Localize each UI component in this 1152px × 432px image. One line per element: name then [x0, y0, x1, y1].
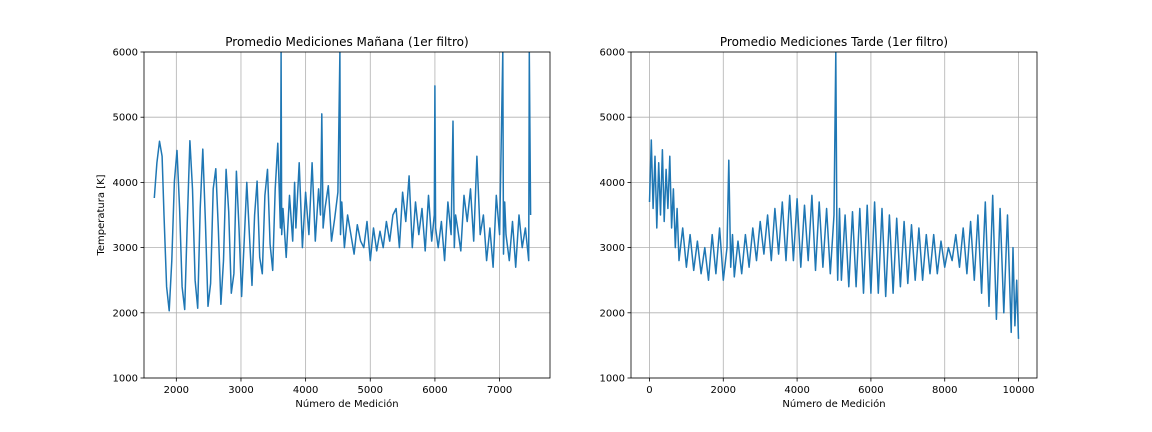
axes-frame — [630, 51, 1038, 379]
chart-tarde: 0 2000 4000 6000 8000 10000 1000 2000 3000 4000 50… — [600, 35, 1038, 410]
x-tick-label: 6000 — [422, 385, 447, 396]
x-axis-label: Número de Medición — [295, 398, 398, 410]
y-tick-label: 1000 — [113, 374, 138, 385]
y-tick-label: 4000 — [113, 178, 138, 189]
y-tick-label: 6000 — [600, 48, 625, 59]
y-tick-label: 3000 — [113, 243, 138, 254]
axes-frame — [143, 51, 551, 379]
y-tick-label: 6000 — [113, 48, 138, 59]
y-tick-label: 1000 — [600, 374, 625, 385]
y-axis-label: Temperatura [K] — [96, 174, 107, 256]
y-tick-label: 5000 — [600, 113, 625, 124]
x-tick-label: 4000 — [293, 385, 318, 396]
x-tick-label: 2000 — [711, 385, 736, 396]
y-tick-label: 4000 — [600, 178, 625, 189]
x-tick-label: 0 — [646, 385, 652, 396]
x-tick-label: 4000 — [784, 385, 809, 396]
chart-title: Promedio Mediciones Mañana (1er filtro) — [225, 35, 468, 49]
series-line-0 — [153, 52, 532, 312]
x-axis-label: Número de Medición — [782, 398, 885, 410]
x-tick-label: 7000 — [487, 385, 512, 396]
y-tick-label: 2000 — [600, 308, 625, 319]
x-tick-label: 2000 — [164, 385, 189, 396]
x-tick-label: 6000 — [858, 385, 883, 396]
series-line-0 — [648, 52, 1020, 339]
x-tick-label: 5000 — [358, 385, 383, 396]
y-tick-label: 3000 — [600, 243, 625, 254]
y-tick-label: 5000 — [113, 113, 138, 124]
chart-title: Promedio Mediciones Tarde (1er filtro) — [720, 35, 948, 49]
chart-manana: 2000 3000 4000 5000 6000 7000 1000 2000 3000 4000… — [96, 35, 551, 410]
x-tick-label: 3000 — [228, 385, 253, 396]
x-tick-label: 8000 — [932, 385, 957, 396]
y-tick-label: 2000 — [113, 308, 138, 319]
x-tick-label: 10000 — [1003, 385, 1035, 396]
